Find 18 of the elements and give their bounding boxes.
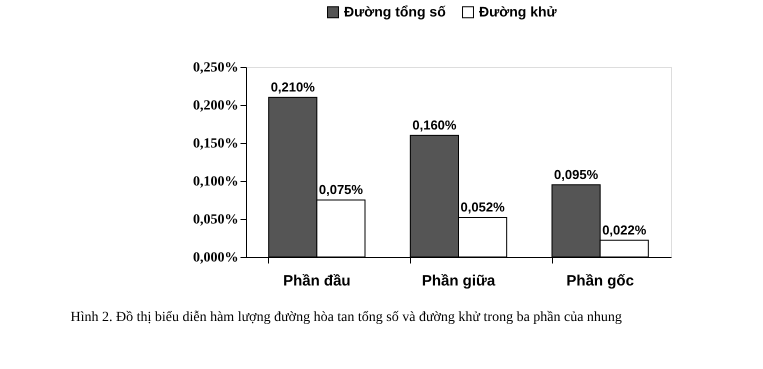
legend-label: Đường khử [479, 3, 558, 20]
text: Hình 2. Đồ thị biểu diễn hàm lượng đường hòa tan tổng số và đường khử trong ba phần của nhung [70, 310, 622, 325]
data-label: 0,210% [270, 79, 316, 94]
data-label: 0,095% [554, 166, 599, 182]
x-tick-label: Phần gốc [566, 272, 634, 290]
x-tick-label: Phần đầu [283, 272, 351, 290]
data-label: 0,022% [602, 222, 647, 238]
y-tick-label: 0,250% [193, 60, 238, 76]
y-tick-label: 0,200% [193, 98, 238, 114]
y-tick-label: 0,050% [193, 212, 238, 228]
data-label: 0,075% [318, 182, 364, 197]
y-tick-label: 0,100% [193, 174, 238, 190]
data-label: 0,052% [460, 199, 506, 214]
y-tick-label: 0,150% [193, 136, 238, 152]
x-tick-label: Phần giữa [422, 272, 496, 290]
legend-label: Đường tổng số [344, 3, 446, 20]
data-label: 0,160% [412, 117, 457, 132]
y-tick-label: 0,000% [193, 250, 238, 266]
